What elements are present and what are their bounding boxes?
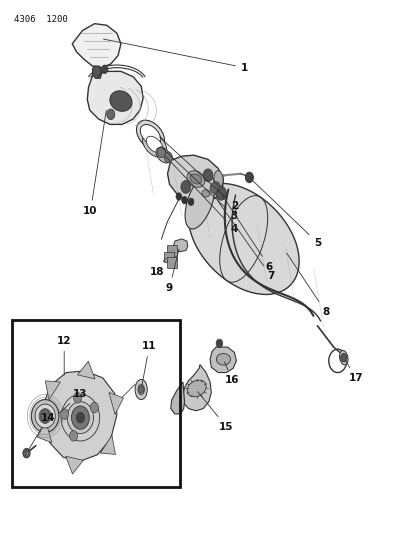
Polygon shape — [174, 239, 188, 252]
Text: 12: 12 — [57, 336, 71, 375]
Ellipse shape — [110, 91, 132, 111]
Polygon shape — [45, 381, 60, 400]
Text: 15: 15 — [197, 392, 233, 432]
Ellipse shape — [190, 174, 202, 184]
Circle shape — [212, 182, 220, 192]
Ellipse shape — [140, 125, 161, 146]
Polygon shape — [100, 435, 115, 455]
Polygon shape — [78, 361, 95, 379]
Circle shape — [91, 402, 98, 413]
Circle shape — [210, 183, 218, 193]
Polygon shape — [38, 421, 52, 443]
Circle shape — [181, 181, 191, 193]
Circle shape — [164, 152, 173, 163]
Polygon shape — [167, 245, 177, 256]
Text: 17: 17 — [345, 360, 363, 383]
Text: 7: 7 — [218, 201, 275, 281]
Polygon shape — [109, 392, 124, 415]
Ellipse shape — [135, 379, 147, 400]
Text: 6: 6 — [222, 196, 273, 271]
Circle shape — [76, 413, 84, 423]
Ellipse shape — [202, 190, 210, 197]
Ellipse shape — [185, 175, 215, 229]
Ellipse shape — [138, 384, 144, 395]
Circle shape — [73, 392, 82, 403]
Ellipse shape — [216, 353, 231, 365]
Text: 14: 14 — [28, 413, 55, 451]
Ellipse shape — [31, 400, 59, 432]
Polygon shape — [87, 71, 143, 124]
Circle shape — [60, 409, 69, 419]
Circle shape — [176, 193, 182, 200]
Text: 2: 2 — [160, 137, 238, 211]
Circle shape — [182, 197, 187, 204]
Ellipse shape — [146, 136, 163, 153]
Polygon shape — [183, 365, 211, 411]
Text: 13: 13 — [58, 389, 88, 414]
Ellipse shape — [214, 171, 223, 188]
Ellipse shape — [142, 132, 166, 157]
Text: 3: 3 — [161, 147, 238, 221]
Text: 4: 4 — [165, 156, 238, 235]
Text: 4306  1200: 4306 1200 — [13, 14, 67, 23]
Circle shape — [203, 169, 213, 182]
Ellipse shape — [188, 183, 299, 294]
Ellipse shape — [156, 147, 171, 163]
Text: 8: 8 — [286, 253, 329, 317]
Polygon shape — [171, 382, 184, 414]
Ellipse shape — [35, 404, 55, 428]
Circle shape — [23, 448, 30, 458]
Circle shape — [341, 353, 347, 362]
Circle shape — [102, 65, 108, 74]
Circle shape — [107, 109, 115, 119]
Circle shape — [69, 431, 78, 441]
Text: 10: 10 — [83, 110, 106, 216]
Ellipse shape — [39, 409, 51, 423]
Polygon shape — [164, 252, 174, 262]
Text: 5: 5 — [251, 179, 321, 248]
Circle shape — [157, 147, 166, 158]
Circle shape — [245, 172, 253, 183]
Ellipse shape — [187, 380, 206, 397]
Circle shape — [188, 198, 194, 206]
Ellipse shape — [67, 402, 93, 433]
Circle shape — [216, 187, 226, 200]
Polygon shape — [93, 66, 102, 78]
Polygon shape — [66, 456, 83, 474]
Polygon shape — [42, 371, 117, 461]
Text: 18: 18 — [150, 259, 165, 277]
Polygon shape — [210, 347, 236, 373]
Circle shape — [216, 339, 223, 348]
Polygon shape — [167, 257, 177, 268]
Ellipse shape — [137, 120, 164, 150]
Polygon shape — [72, 23, 121, 68]
Text: 1: 1 — [103, 39, 248, 72]
Circle shape — [71, 406, 89, 429]
Ellipse shape — [187, 171, 205, 187]
Text: 16: 16 — [224, 362, 239, 385]
Circle shape — [138, 386, 144, 393]
Polygon shape — [168, 155, 224, 203]
Bar — [11, 319, 180, 487]
Text: 11: 11 — [142, 341, 157, 387]
Text: 9: 9 — [166, 249, 179, 293]
Ellipse shape — [339, 351, 348, 365]
Circle shape — [40, 410, 50, 422]
